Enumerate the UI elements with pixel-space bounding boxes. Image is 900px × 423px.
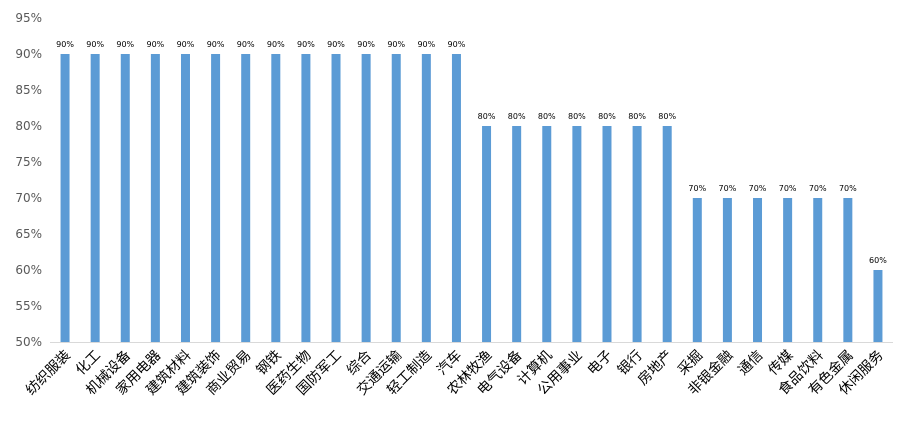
data-label: 90% <box>116 40 134 49</box>
y-tick-label: 80% <box>15 119 42 133</box>
bar <box>271 54 281 342</box>
bar <box>391 54 401 342</box>
data-label: 90% <box>56 40 74 49</box>
data-label: 90% <box>297 40 315 49</box>
bar <box>120 54 130 342</box>
bar <box>873 270 883 342</box>
data-label: 90% <box>86 40 104 49</box>
y-tick-label: 95% <box>15 11 42 25</box>
data-label: 70% <box>809 184 827 193</box>
category-label: 电子 <box>585 348 616 379</box>
bar <box>662 126 672 342</box>
data-label: 90% <box>177 40 195 49</box>
bar <box>632 126 642 342</box>
data-label: 80% <box>508 112 526 121</box>
bar <box>361 54 371 342</box>
category-label: 纺织服装 <box>23 348 74 399</box>
y-tick-label: 85% <box>15 83 42 97</box>
bar <box>60 54 70 342</box>
bar <box>512 126 522 342</box>
bar <box>331 54 341 342</box>
bar <box>813 198 823 342</box>
bar <box>90 54 100 342</box>
y-tick-label: 65% <box>15 227 42 241</box>
y-tick-label: 90% <box>15 47 42 61</box>
data-label: 90% <box>267 40 285 49</box>
y-tick-label: 60% <box>15 263 42 277</box>
data-label: 70% <box>749 184 767 193</box>
data-label: 90% <box>417 40 435 49</box>
bar <box>542 126 552 342</box>
bar <box>692 198 702 342</box>
x-axis: 纺织服装化工机械设备家用电器建筑材料建筑装饰商业贸易钢铁医药生物国防军工综合交通… <box>23 347 887 399</box>
bar <box>783 198 793 342</box>
bar <box>572 126 582 342</box>
data-label: 70% <box>719 184 737 193</box>
data-label: 90% <box>237 40 255 49</box>
bar <box>602 126 612 342</box>
data-label: 80% <box>478 112 496 121</box>
bar <box>301 54 311 342</box>
data-label: 80% <box>598 112 616 121</box>
bars <box>60 54 883 342</box>
data-label: 60% <box>869 256 887 265</box>
data-labels: 90% 90% 90% 90% 90% 90% 90% 90% 90% 90% 90% 90% 90% 9… <box>56 40 887 265</box>
y-tick-label: 75% <box>15 155 42 169</box>
category-label: 通信 <box>735 348 766 379</box>
category-label: 房地产 <box>635 348 676 389</box>
bar <box>241 54 251 342</box>
bar <box>150 54 160 342</box>
data-label: 90% <box>146 40 164 49</box>
data-label: 80% <box>658 112 676 121</box>
data-label: 80% <box>628 112 646 121</box>
data-label: 70% <box>839 184 857 193</box>
y-tick-label: 70% <box>15 191 42 205</box>
bar <box>482 126 492 342</box>
bar <box>753 198 763 342</box>
bar <box>211 54 221 342</box>
bar <box>722 198 732 342</box>
bar <box>421 54 431 342</box>
data-label: 90% <box>357 40 375 49</box>
y-axis: 50% 55% 60% 65% 70% 75% 80% 85% 90% 95% <box>15 11 42 349</box>
data-label: 70% <box>688 184 706 193</box>
data-label: 90% <box>387 40 405 49</box>
data-label: 90% <box>327 40 345 49</box>
data-label: 80% <box>568 112 586 121</box>
bar <box>451 54 461 342</box>
data-label: 90% <box>207 40 225 49</box>
y-tick-label: 50% <box>15 335 42 349</box>
data-label: 70% <box>779 184 797 193</box>
data-label: 90% <box>448 40 466 49</box>
y-tick-label: 55% <box>15 299 42 313</box>
bar <box>180 54 190 342</box>
bar <box>843 198 853 342</box>
data-label: 80% <box>538 112 556 121</box>
